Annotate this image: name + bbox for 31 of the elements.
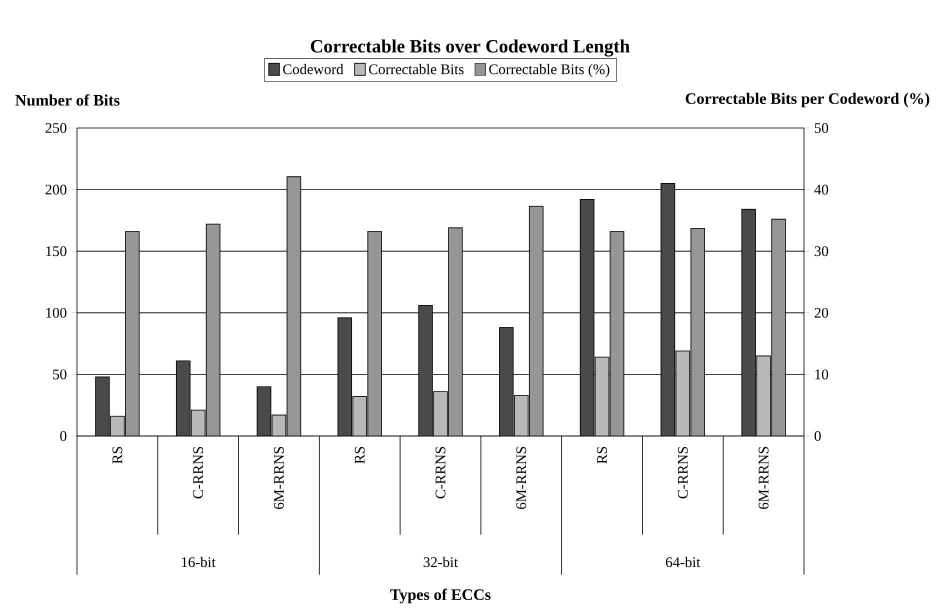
y-tick-label: 50 — [53, 370, 66, 380]
y-tick-label: 0 — [60, 431, 66, 442]
y-axis-title: Number of Bits — [15, 94, 120, 106]
text: 32-bit — [424, 556, 458, 568]
x-tick-label: RS — [354, 447, 365, 464]
y2-tick-label: 0 — [814, 431, 821, 442]
x-tick-label: 6M-RRNS — [758, 447, 769, 510]
x-tick-label: 6M-RRNS — [516, 447, 526, 510]
x-tick-label: C-RRNS — [678, 447, 688, 499]
x-tick-label: 6M-RRNS — [274, 447, 284, 510]
legend-label: Codeword — [283, 64, 344, 74]
x-tick-label: C-RRNS — [436, 447, 446, 499]
y2-tick-label: 50 — [814, 123, 828, 134]
y2-tick-label: 20 — [814, 308, 828, 318]
text: 16-bit — [182, 556, 216, 568]
y-tick-label: 100 — [46, 308, 66, 318]
legend-label: Correctable Bits (%) — [489, 64, 610, 78]
x-tick-label: RS — [112, 447, 122, 464]
y2-tick-label: 10 — [815, 370, 828, 380]
x-tick-label: C-RRNS — [193, 447, 204, 499]
x-axis-title: Types of ECCs — [390, 588, 491, 604]
y2-tick-label: 30 — [814, 246, 828, 256]
y-tick-label: 200 — [46, 184, 66, 195]
chart-title: Correctable Bits over Codeword Length — [310, 40, 630, 57]
x-tick-label: RS — [597, 447, 607, 464]
y-tick-label: 150 — [46, 246, 66, 256]
y-tick-label: 250 — [46, 123, 66, 134]
text: 64-bit — [666, 556, 700, 568]
y2-axis-title: Correctable Bits per Codeword (%) — [686, 92, 930, 108]
legend-label: Correctable Bits — [368, 64, 464, 74]
y2-tick-label: 40 — [814, 184, 828, 195]
